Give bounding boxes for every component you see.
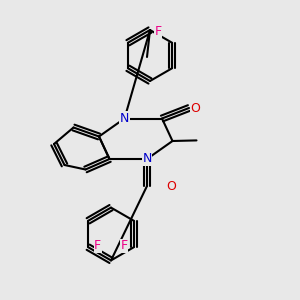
Text: F: F	[121, 239, 128, 252]
Text: N: N	[120, 112, 129, 125]
Text: N: N	[142, 152, 152, 166]
Text: F: F	[94, 239, 101, 252]
Text: O: O	[167, 179, 176, 193]
Text: F: F	[154, 25, 162, 38]
Text: O: O	[190, 101, 200, 115]
